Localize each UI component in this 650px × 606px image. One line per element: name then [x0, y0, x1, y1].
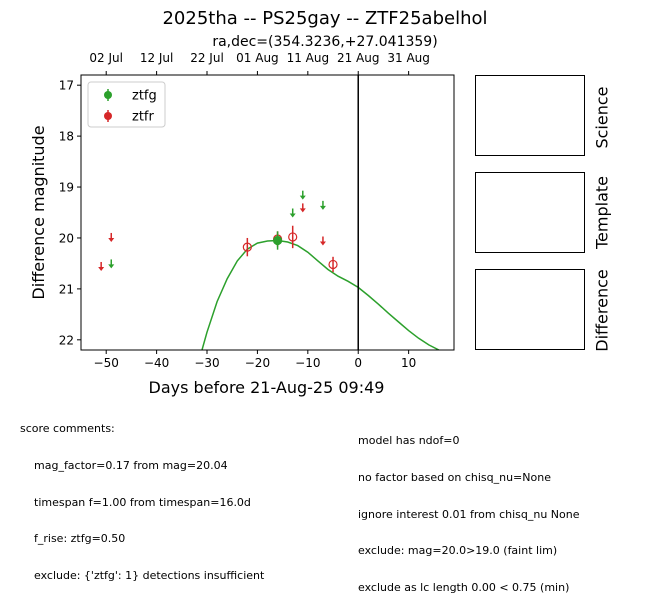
ztfg-upper-limit-arrow — [299, 195, 306, 200]
template-label: Template — [592, 176, 612, 250]
x-axis-label: Days before 21-Aug-25 09:49 — [149, 378, 385, 397]
ztfr-data-point — [288, 232, 298, 242]
x-tick-label: 0 — [354, 356, 362, 370]
y-tick-label: 22 — [59, 333, 74, 347]
ztfr-upper-limit-arrow — [319, 241, 326, 246]
y-tick-label: 19 — [59, 181, 74, 195]
comment-line: exclude as lc length 0.00 < 0.75 (min) — [358, 580, 570, 594]
x-tick-label: −50 — [94, 356, 119, 370]
x-tick-label: −40 — [144, 356, 169, 370]
y-tick-label: 21 — [59, 282, 74, 296]
ztfr-upper-limit-arrow — [98, 266, 105, 271]
score-comments-left: score comments: mag_factor=0.17 from mag… — [20, 399, 264, 594]
chart-subtitle: ra,dec=(354.3236,+27.041359) — [212, 34, 438, 50]
y-tick-label: 17 — [59, 79, 74, 93]
legend-ztfg-label: ztfg — [132, 89, 157, 104]
score-comments-right: model has ndof=0 no factor based on chis… — [358, 411, 580, 606]
x-tick-label: −20 — [245, 356, 270, 370]
model-curve — [201, 239, 440, 350]
comment-line: timespan f=1.00 from timespan=16.0d — [34, 495, 251, 509]
lightcurve-figure: −50 −40 −30 −20 −10 0 10 02 Jul 12 Jul 22 Jul 01 A… — [29, 51, 455, 397]
top-date-label: 12 Jul — [140, 51, 174, 65]
y-tick-label: 20 — [59, 231, 74, 245]
difference-panel — [475, 269, 585, 350]
top-date-label: 21 Aug — [337, 51, 380, 65]
plot-frame — [80, 74, 455, 351]
top-date-label: 01 Aug — [236, 51, 279, 65]
comment-line: exclude: mag=20.0>19.0 (faint lim) — [358, 544, 558, 558]
x-tick-label: −30 — [194, 356, 219, 370]
ztfr-data-point — [242, 242, 252, 252]
difference-label: Difference — [592, 269, 612, 352]
x-tick-label: −10 — [295, 356, 320, 370]
x-tick-label: 10 — [401, 356, 416, 370]
legend-ztfg-marker — [104, 91, 112, 99]
science-panel — [475, 75, 585, 156]
ztfr-upper-limit-arrow — [108, 237, 115, 242]
chart-title: 2025tha -- PS25gay -- ZTF25abelhol — [162, 8, 488, 29]
legend-ztfr-marker — [104, 112, 112, 120]
ztfr-upper-limit-arrow — [299, 208, 306, 213]
ztfg-data-point — [272, 235, 283, 246]
comments-header: score comments: — [20, 422, 115, 436]
ztfg-upper-limit-arrow — [319, 205, 326, 210]
comment-line: ignore interest 0.01 from chisq_nu None — [358, 507, 580, 521]
ztfg-upper-limit-arrow — [289, 213, 296, 218]
top-date-label: 11 Aug — [287, 51, 330, 65]
comment-line: mag_factor=0.17 from mag=20.04 — [34, 459, 228, 473]
template-panel — [475, 172, 585, 253]
y-tick-label: 18 — [59, 130, 74, 144]
ztfg-upper-limit-arrow — [108, 264, 115, 269]
legend-ztfr-label: ztfr — [132, 110, 154, 125]
comment-line: f_rise: ztfg=0.50 — [34, 532, 126, 546]
top-date-label: 02 Jul — [89, 51, 123, 65]
top-date-label: 22 Jul — [190, 51, 224, 65]
top-date-label: 31 Aug — [387, 51, 430, 65]
comment-line: exclude: {'ztfg': 1} detections insuffic… — [34, 568, 265, 582]
science-label: Science — [592, 86, 612, 149]
y-axis-label: Difference magnitude — [29, 125, 48, 299]
comment-line: no factor based on chisq_nu=None — [358, 471, 551, 485]
ztfr-data-point — [328, 259, 338, 270]
comment-line: model has ndof=0 — [358, 434, 460, 448]
